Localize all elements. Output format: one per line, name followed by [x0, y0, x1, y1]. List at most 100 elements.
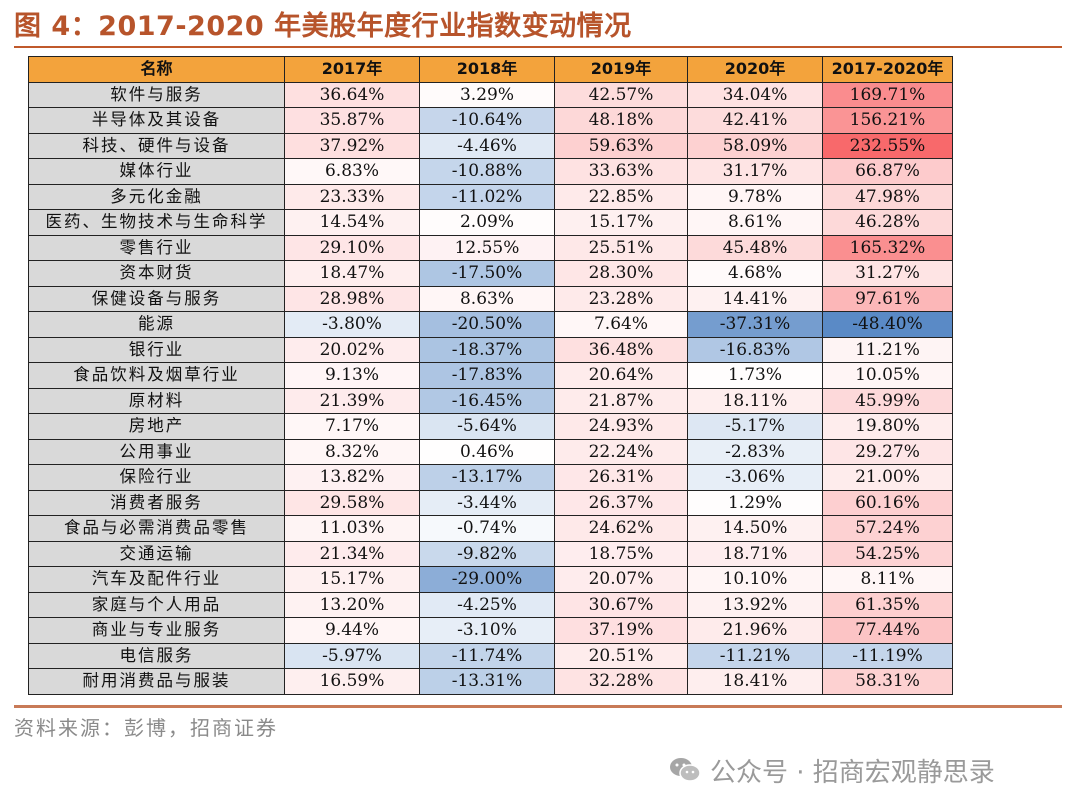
value-cell: -10.88% — [419, 158, 555, 185]
table-row: 原材料 21.39% -16.45% 21.87% 18.11% 45.99% — [28, 387, 953, 414]
source-note: 资料来源：彭博，招商证券 — [14, 716, 278, 740]
industry-index-table: 名称 2017年 2018年 2019年 2020年 2017-2020年 软件与服务 36… — [28, 56, 953, 695]
value-cell: 9.78% — [687, 183, 823, 210]
value-cell: -5.64% — [419, 413, 555, 440]
value-cell: 66.87% — [822, 158, 953, 185]
value-cell: 7.17% — [284, 413, 420, 440]
table-row: 商业与专业服务 9.44% -3.10% 37.19% 21.96% 77.44% — [28, 617, 953, 644]
value-cell: 20.64% — [554, 362, 688, 389]
value-cell: 42.57% — [554, 81, 688, 108]
value-cell: 18.71% — [687, 540, 823, 567]
industry-name: 能源 — [28, 311, 285, 338]
value-cell: 18.75% — [554, 540, 688, 567]
header-row: 名称 2017年 2018年 2019年 2020年 2017-2020年 — [28, 56, 953, 83]
table-row: 零售行业 29.10% 12.55% 25.51% 45.48% 165.32% — [28, 234, 953, 261]
value-cell: 31.17% — [687, 158, 823, 185]
header-col-5: 2017-2020年 — [822, 56, 953, 83]
industry-name: 汽车及配件行业 — [28, 566, 285, 593]
value-cell: 31.27% — [822, 260, 953, 287]
value-cell: 9.13% — [284, 362, 420, 389]
value-cell: 22.24% — [554, 438, 688, 465]
value-cell: 14.41% — [687, 285, 823, 312]
value-cell: -9.82% — [419, 540, 555, 567]
industry-name: 半导体及其设备 — [28, 107, 285, 134]
value-cell: 10.05% — [822, 362, 953, 389]
value-cell: 11.21% — [822, 336, 953, 363]
value-cell: 3.29% — [419, 81, 555, 108]
value-cell: -0.74% — [419, 515, 555, 542]
industry-table-wrap: 名称 2017年 2018年 2019年 2020年 2017-2020年 软件与服务 36… — [28, 56, 953, 695]
value-cell: -13.31% — [419, 668, 555, 695]
industry-name: 食品饮料及烟草行业 — [28, 362, 285, 389]
value-cell: 12.55% — [419, 234, 555, 261]
table-row: 半导体及其设备 35.87% -10.64% 48.18% 42.41% 156.21% — [28, 107, 953, 134]
industry-name: 银行业 — [28, 336, 285, 363]
value-cell: -17.83% — [419, 362, 555, 389]
value-cell: 28.98% — [284, 285, 420, 312]
value-cell: 14.50% — [687, 515, 823, 542]
wechat-icon — [670, 758, 701, 782]
value-cell: -3.80% — [284, 311, 420, 338]
table-row: 多元化金融 23.33% -11.02% 22.85% 9.78% 47.98% — [28, 183, 953, 210]
value-cell: 7.64% — [554, 311, 688, 338]
value-cell: 77.44% — [822, 617, 953, 644]
title-divider — [14, 46, 1062, 48]
source-divider — [14, 705, 1062, 708]
chart-title: 图 4：2017-2020 年美股年度行业指数变动情况 — [14, 11, 632, 42]
industry-name: 医药、生物技术与生命科学 — [28, 209, 285, 236]
value-cell: 19.80% — [822, 413, 953, 440]
table-row: 媒体行业 6.83% -10.88% 33.63% 31.17% 66.87% — [28, 158, 953, 185]
value-cell: 45.48% — [687, 234, 823, 261]
table-row: 食品与必需消费品零售 11.03% -0.74% 24.62% 14.50% 57.24% — [28, 515, 953, 542]
industry-name: 电信服务 — [28, 642, 285, 669]
header-col-1: 2017年 — [284, 56, 420, 83]
value-cell: 25.51% — [554, 234, 688, 261]
value-cell: 1.29% — [687, 489, 823, 516]
header-col-3: 2019年 — [554, 56, 688, 83]
value-cell: 48.18% — [554, 107, 688, 134]
value-cell: 26.37% — [554, 489, 688, 516]
table-row: 保险行业 13.82% -13.17% 26.31% -3.06% 21.00% — [28, 464, 953, 491]
value-cell: -17.50% — [419, 260, 555, 287]
value-cell: 6.83% — [284, 158, 420, 185]
value-cell: 20.02% — [284, 336, 420, 363]
value-cell: 37.19% — [554, 617, 688, 644]
value-cell: 2.09% — [419, 209, 555, 236]
value-cell: 60.16% — [822, 489, 953, 516]
table-row: 食品饮料及烟草行业 9.13% -17.83% 20.64% 1.73% 10.05% — [28, 362, 953, 389]
value-cell: 20.51% — [554, 642, 688, 669]
value-cell: 58.09% — [687, 132, 823, 159]
value-cell: 15.17% — [554, 209, 688, 236]
industry-name: 保健设备与服务 — [28, 285, 285, 312]
table-row: 公用事业 8.32% 0.46% 22.24% -2.83% 29.27% — [28, 438, 953, 465]
value-cell: 54.25% — [822, 540, 953, 567]
table-row: 能源 -3.80% -20.50% 7.64% -37.31% -48.40% — [28, 311, 953, 338]
value-cell: 16.59% — [284, 668, 420, 695]
table-row: 耐用消费品与服装 16.59% -13.31% 32.28% 18.41% 58.31% — [28, 668, 953, 695]
value-cell: 13.82% — [284, 464, 420, 491]
value-cell: -16.45% — [419, 387, 555, 414]
value-cell: 47.98% — [822, 183, 953, 210]
value-cell: -20.50% — [419, 311, 555, 338]
value-cell: 35.87% — [284, 107, 420, 134]
value-cell: 34.04% — [687, 81, 823, 108]
value-cell: 1.73% — [687, 362, 823, 389]
value-cell: -3.06% — [687, 464, 823, 491]
value-cell: 36.48% — [554, 336, 688, 363]
value-cell: 21.00% — [822, 464, 953, 491]
value-cell: 8.63% — [419, 285, 555, 312]
value-cell: 21.34% — [284, 540, 420, 567]
value-cell: 23.33% — [284, 183, 420, 210]
value-cell: 24.62% — [554, 515, 688, 542]
value-cell: 11.03% — [284, 515, 420, 542]
value-cell: 59.63% — [554, 132, 688, 159]
value-cell: 4.68% — [687, 260, 823, 287]
value-cell: 165.32% — [822, 234, 953, 261]
industry-name: 消费者服务 — [28, 489, 285, 516]
value-cell: -18.37% — [419, 336, 555, 363]
value-cell: 42.41% — [687, 107, 823, 134]
table-body: 软件与服务 36.64% 3.29% 42.57% 34.04% 169.71% 半导体及其… — [28, 81, 953, 695]
value-cell: -2.83% — [687, 438, 823, 465]
value-cell: 61.35% — [822, 591, 953, 618]
header-col-2: 2018年 — [419, 56, 555, 83]
